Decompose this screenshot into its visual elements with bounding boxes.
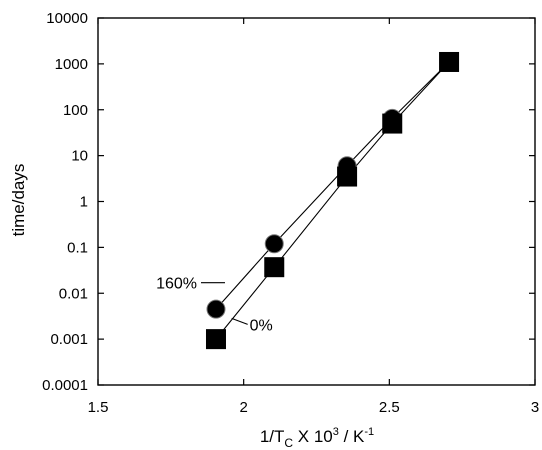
plot-frame [97, 17, 536, 386]
x-axis-label-main: 1/T [260, 427, 285, 446]
y-tick-label: 0.001 [50, 331, 88, 348]
y-tick-label: 10000 [46, 10, 88, 27]
series-label-0: 0% [250, 317, 273, 334]
series-lines [215, 61, 450, 340]
x-tick-label: 1.5 [88, 399, 109, 416]
y-tick-label: 100 [63, 102, 88, 119]
series-label-160: 160% [156, 276, 197, 293]
data-point-square [439, 51, 460, 72]
y-tick-label: 0.0001 [42, 377, 88, 394]
data-point-circle [264, 234, 284, 254]
y-tick-label: 0.01 [59, 285, 88, 302]
y-axis-label: time/days [9, 164, 28, 237]
series-points [205, 51, 460, 350]
x-tick-label: 2 [239, 399, 247, 416]
x-tick-label: 2.5 [379, 399, 400, 416]
data-point-circle [206, 299, 226, 319]
data-point-square [264, 257, 285, 278]
axes: 1.5 2 2.5 3 0.0001 0.001 0.01 0.1 1 10 100 1000 1000… [42, 10, 539, 416]
x-axis-label-superscript: 3 [333, 426, 339, 438]
y-tick-label: 10 [71, 148, 88, 165]
y-tick-label: 1 [80, 194, 88, 211]
data-point-square [205, 329, 226, 350]
x-axis-label-mid: X 10 [293, 427, 333, 446]
x-axis-label-subscript: C [284, 436, 293, 450]
x-axis-label-unit-superscript: -1 [364, 426, 374, 438]
y-tick-label: 0.1 [67, 239, 88, 256]
y-tick-label: 1000 [55, 56, 88, 73]
data-point-square [382, 113, 403, 134]
data-point-square [337, 166, 358, 187]
annotations: 160% 0% [156, 276, 273, 335]
series-line-circle [215, 61, 450, 310]
series-line-square [215, 61, 450, 340]
x-tick-label: 3 [531, 399, 539, 416]
x-axis-label-tail: / K [339, 427, 365, 446]
x-axis-label: 1/TC X 103 / K-1 [260, 426, 374, 450]
series-label-0-leader [231, 317, 248, 325]
